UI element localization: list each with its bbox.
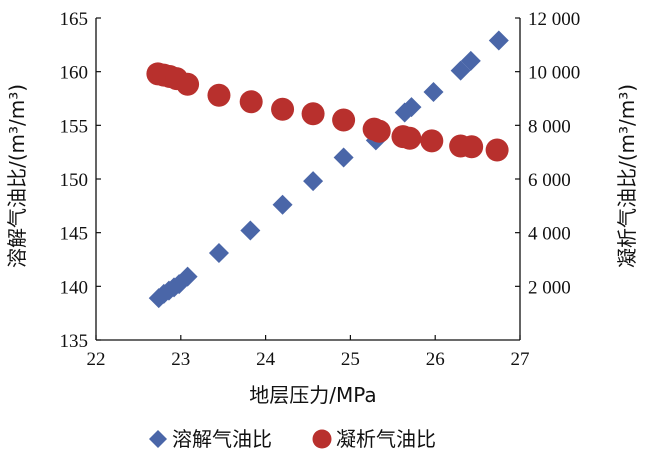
dissolved-gor-point — [272, 194, 293, 215]
right-y-tick-label: 6 000 — [528, 170, 571, 191]
dissolved-gor-point — [240, 220, 261, 241]
right-y-tick-label: 2 000 — [528, 277, 571, 298]
dissolved-gor-point — [401, 97, 422, 118]
legend-diamond-marker — [149, 430, 167, 448]
condensate-gor-point — [460, 135, 484, 159]
left-y-tick-label: 155 — [60, 116, 89, 137]
x-tick-label: 25 — [341, 349, 360, 370]
left-y-tick-label: 165 — [60, 9, 89, 30]
x-tick-label: 23 — [171, 349, 190, 370]
right-y-tick-label: 8 000 — [528, 116, 571, 137]
left-y-tick-label: 145 — [60, 224, 89, 245]
condensate-gor-point — [301, 102, 325, 126]
dissolved-gor-point — [460, 50, 481, 71]
dissolved-gor-point — [450, 60, 471, 81]
x-axis-title: 地层压力/MPa — [249, 383, 376, 407]
x-tick-label: 22 — [87, 349, 106, 370]
left-y-tick-label: 150 — [60, 170, 89, 191]
condensate-gor-point — [239, 90, 263, 114]
tick-labels: 22 23 24 25 26 27 135 140 145 150 155 160 165 2 000 4 … — [60, 9, 581, 370]
left-y-tick-label: 140 — [60, 277, 89, 298]
condensate-gor-point — [420, 129, 444, 153]
condensate-gor-point — [176, 72, 200, 96]
right-y-tick-label: 4 000 — [528, 224, 571, 245]
dissolved-gor-point — [488, 30, 509, 51]
dissolved-gor-point — [177, 266, 198, 287]
left-y-axis-title: 溶解气油比/(m³/m³) — [5, 84, 29, 268]
left-y-tick-label: 135 — [60, 331, 89, 352]
condensate-gor-point — [271, 97, 295, 121]
condensate-gor-point — [398, 126, 422, 150]
dissolved-gor-series — [148, 30, 509, 309]
legend-circle-marker — [312, 429, 332, 449]
legend-item-dissolved-gor: 溶解气油比 — [149, 427, 272, 451]
x-tick-label: 27 — [511, 349, 530, 370]
dissolved-gor-point — [333, 147, 354, 168]
axes — [95, 17, 521, 341]
right-y-tick-label: 10 000 — [528, 63, 580, 84]
legend-item-condensate-gor: 凝析气油比 — [312, 427, 436, 451]
legend-label-dissolved-gor: 溶解气油比 — [172, 427, 272, 451]
condensate-gor-point — [332, 108, 356, 132]
legend-label-condensate-gor: 凝析气油比 — [336, 427, 436, 451]
left-y-tick-label: 160 — [60, 63, 89, 84]
legend: 溶解气油比 凝析气油比 — [149, 427, 436, 451]
condensate-gor-point — [207, 83, 231, 107]
condensate-gor-point — [367, 119, 391, 143]
right-y-tick-label: 12 000 — [528, 9, 580, 30]
dissolved-gor-point — [303, 171, 324, 192]
condensate-gor-series — [146, 62, 509, 162]
x-tick-label: 24 — [256, 349, 276, 370]
right-y-axis-title: 凝析气油比/(m³/m³) — [615, 84, 639, 268]
dissolved-gor-point — [423, 82, 444, 103]
dissolved-gor-point — [208, 243, 229, 264]
x-tick-label: 26 — [426, 349, 445, 370]
condensate-gor-point — [485, 138, 509, 162]
